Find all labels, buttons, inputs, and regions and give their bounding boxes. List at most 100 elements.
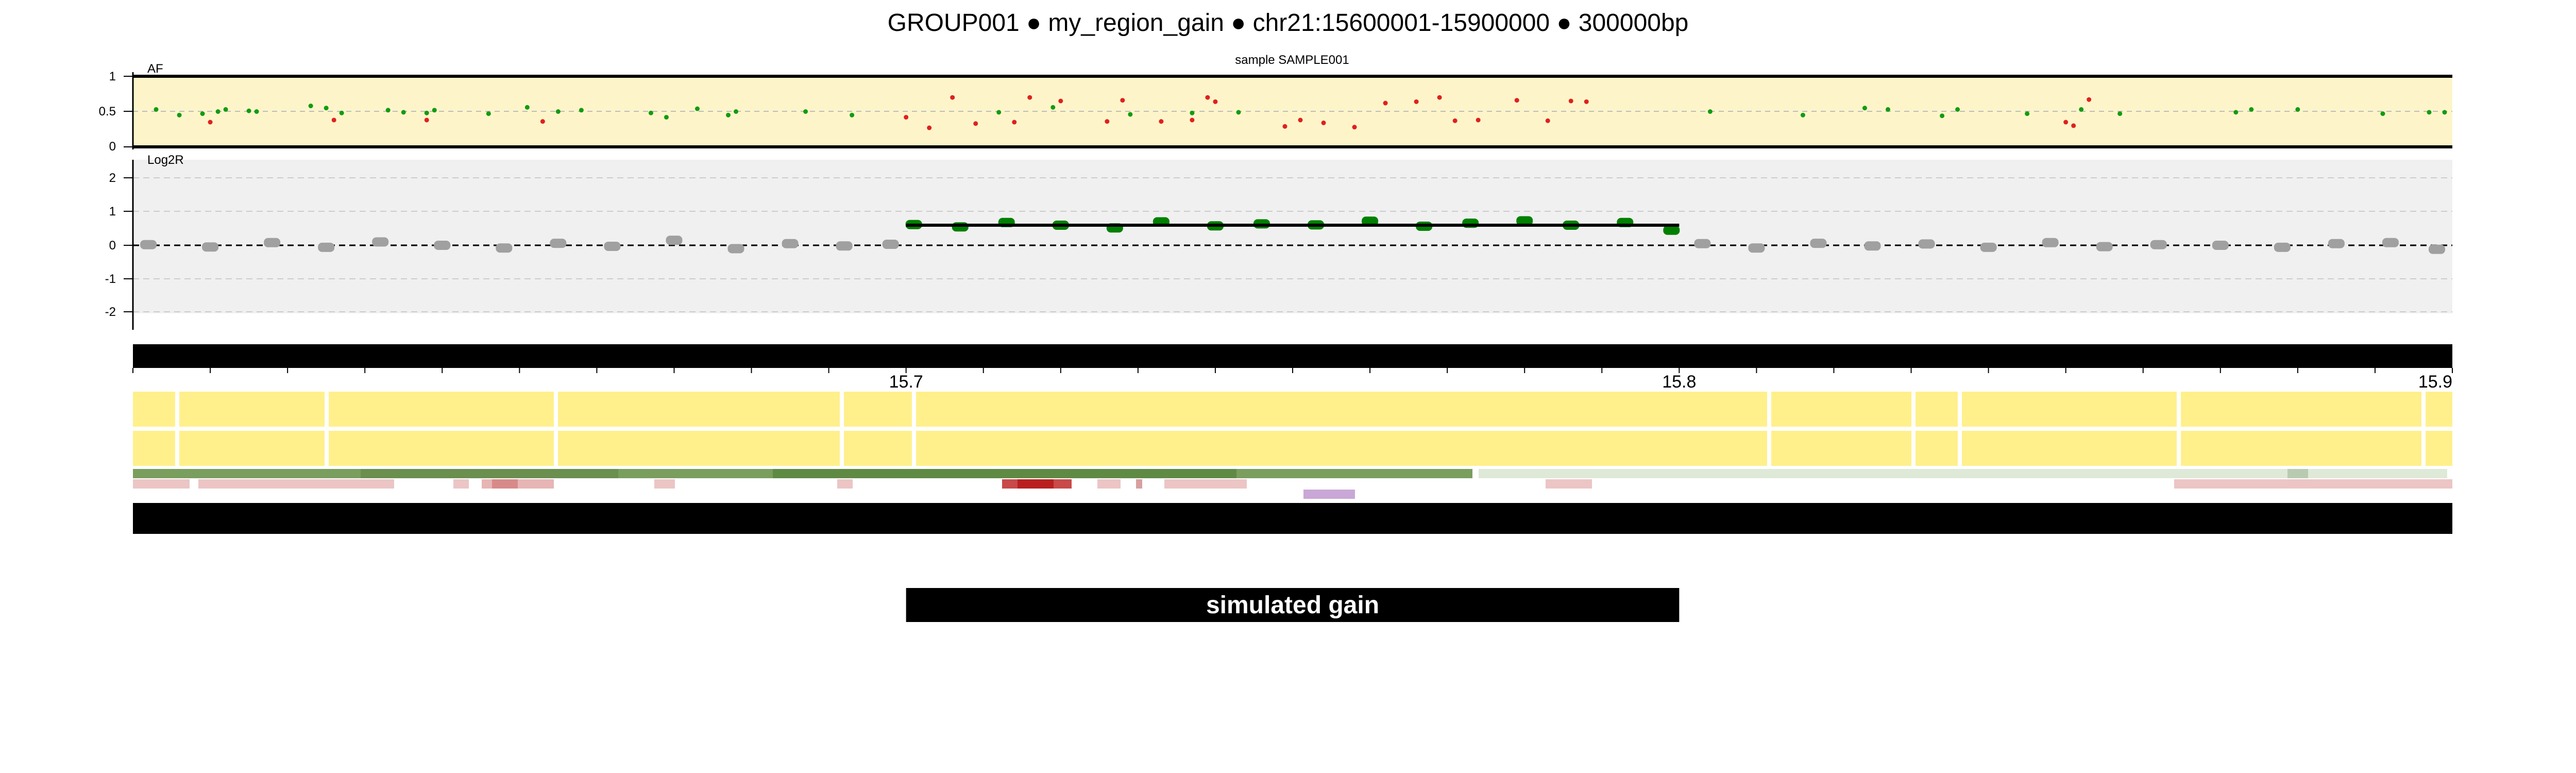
annotation-pink-bar xyxy=(198,479,394,489)
x-tick-label: 15.9 xyxy=(2418,372,2452,392)
cytoband-block xyxy=(1771,431,1911,466)
af-point xyxy=(579,108,584,113)
annotation-track xyxy=(133,469,2452,499)
log2r-point xyxy=(496,243,513,253)
log2r-point xyxy=(1918,239,1935,249)
cytoband-block xyxy=(1962,392,2177,427)
af-point xyxy=(1545,118,1550,123)
af-point xyxy=(2427,110,2432,115)
af-point xyxy=(424,110,429,115)
af-point xyxy=(904,114,909,120)
af-point xyxy=(2025,111,2030,116)
annotation-pink-bar xyxy=(1546,479,1592,489)
log2r-y-label: Log2R xyxy=(147,153,184,167)
af-point xyxy=(2380,111,2385,116)
af-point xyxy=(1886,107,1891,112)
cytoband-block xyxy=(844,392,912,427)
cytoband-block xyxy=(179,392,325,427)
ruler-minor-ticks xyxy=(132,368,2453,373)
af-y-label: AF xyxy=(147,62,163,76)
log2r-point xyxy=(1694,239,1711,248)
x-tick-label: 15.7 xyxy=(889,372,923,392)
log2r-point xyxy=(2428,244,2445,254)
af-tick-label: 1 xyxy=(109,70,116,83)
log2r-point xyxy=(550,239,567,248)
af-point xyxy=(324,106,329,111)
cytoband-block xyxy=(2426,392,2452,427)
af-point xyxy=(1452,118,1458,123)
log2r-point xyxy=(434,241,451,250)
annotation-pink-bar xyxy=(453,479,469,489)
cytoband-block xyxy=(558,431,840,466)
af-point xyxy=(1514,98,1519,103)
annotation-purple-bar xyxy=(1303,490,1355,499)
region-label-bar xyxy=(906,588,1680,622)
af-point xyxy=(1190,110,1195,115)
af-point xyxy=(1414,99,1419,104)
annotation-red-bar xyxy=(1018,479,1054,489)
log2r-point xyxy=(782,239,799,248)
log2r-tick-label: -2 xyxy=(105,305,116,319)
annotation-green-bar xyxy=(361,469,618,478)
af-point xyxy=(2442,110,2447,115)
annotation-pink-bar xyxy=(492,479,518,489)
af-point xyxy=(2233,110,2239,115)
log2r-point xyxy=(318,242,335,252)
af-point xyxy=(1476,117,1481,123)
af-point xyxy=(1352,125,1357,130)
log2r-point xyxy=(1864,241,1881,251)
gene-track-bottom-bar xyxy=(133,503,2452,534)
cytoband-block xyxy=(133,392,175,427)
af-point xyxy=(1105,119,1110,124)
af-point xyxy=(734,109,739,114)
af-point xyxy=(1862,106,1867,111)
log2r-tick-label: 0 xyxy=(109,239,116,253)
log2r-point xyxy=(2150,240,2167,249)
gain-point xyxy=(952,222,969,232)
af-points xyxy=(154,95,2447,130)
af-point xyxy=(154,107,159,112)
cytoband-blocks xyxy=(133,392,2452,466)
af-point xyxy=(1321,120,1326,125)
af-point xyxy=(648,110,653,115)
annotation-light-bar xyxy=(2287,469,2308,478)
log2r-point xyxy=(2042,238,2059,247)
af-point xyxy=(1940,113,1945,119)
af-point xyxy=(339,110,344,115)
af-panel: sample SAMPLE001 AF 1 0.5 0 xyxy=(99,53,2452,154)
log2r-point xyxy=(1748,243,1765,253)
log2r-tick-label: 2 xyxy=(109,171,116,185)
cytoband-block xyxy=(1962,431,2177,466)
log2r-point xyxy=(2382,238,2399,247)
log2r-point xyxy=(836,241,853,251)
af-point xyxy=(524,105,530,110)
af-point xyxy=(1058,98,1063,104)
af-point xyxy=(424,117,429,123)
page-title: GROUP001 ● my_region_gain ● chr21:156000… xyxy=(888,9,1689,37)
log2r-point xyxy=(882,240,899,249)
cytoband-block xyxy=(1916,392,1958,427)
af-point xyxy=(927,125,932,130)
log2r-point xyxy=(2212,241,2229,250)
af-point xyxy=(401,110,406,115)
af-point xyxy=(432,108,437,113)
cytoband-block xyxy=(2426,431,2452,466)
cytoband-block xyxy=(1771,392,1911,427)
region-axis: 15.7 15.8 15.9 xyxy=(132,344,2453,392)
af-point xyxy=(208,120,213,125)
af-point xyxy=(223,107,228,112)
af-point xyxy=(1190,117,1195,123)
af-point xyxy=(2249,107,2254,112)
af-point xyxy=(486,111,491,116)
af-point xyxy=(694,106,700,111)
af-point xyxy=(973,121,978,126)
af-point xyxy=(308,104,313,109)
gene-track xyxy=(133,392,2452,534)
af-point xyxy=(1955,107,1960,112)
af-point xyxy=(726,112,731,117)
af-point xyxy=(850,112,855,117)
af-point xyxy=(1584,99,1589,104)
af-point xyxy=(331,117,336,123)
cytoband-block xyxy=(1916,431,1958,466)
log2r-point xyxy=(666,236,683,245)
